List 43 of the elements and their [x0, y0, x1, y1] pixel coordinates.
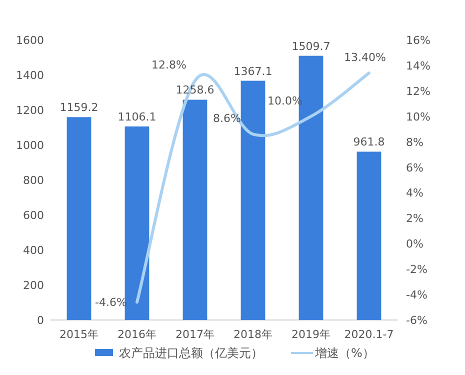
- x-tick-label: 2017年: [176, 328, 214, 341]
- data-label: 961.8: [353, 136, 385, 149]
- y-tick-label: 200: [23, 279, 44, 292]
- y2-tick-label: 2%: [406, 212, 424, 226]
- y-tick-label: 600: [23, 209, 44, 222]
- y2-tick-label: 10%: [406, 110, 430, 124]
- bar: [182, 100, 208, 320]
- y2-tick-label: 0%: [406, 238, 424, 251]
- y2-tick-label: 16%: [406, 34, 430, 47]
- y-tick-label: 1000: [16, 139, 44, 152]
- data-label: 1106.1: [118, 110, 156, 124]
- data-label: 1509.7: [292, 40, 330, 53]
- y-tick-label: 800: [23, 174, 44, 187]
- bar: [124, 126, 150, 320]
- data-label: 12.8%: [152, 58, 186, 72]
- bar: [66, 117, 92, 320]
- x-tick-label: 2020.1-7: [344, 328, 394, 341]
- data-label: 13.40%: [344, 51, 386, 64]
- y2-tick-label: 4%: [406, 186, 424, 200]
- y2-tick-label: 8%: [406, 136, 424, 149]
- y-tick-label: 1600: [16, 34, 44, 47]
- y-tick-label: 0: [37, 314, 44, 327]
- x-tick-label: 2015年: [60, 328, 98, 341]
- legend-label: 农产品进口总额（亿美元）: [119, 346, 263, 360]
- legend-label: 增速（%）: [314, 346, 374, 360]
- y2-tick-label: -2%: [406, 263, 428, 276]
- bar: [356, 152, 382, 320]
- y-tick-label: 1400: [16, 69, 44, 82]
- data-label: 8.6%: [213, 112, 241, 126]
- y2-tick-label: 12%: [406, 84, 430, 98]
- y2-tick-label: -6%: [406, 314, 428, 327]
- data-label: 1159.2: [60, 101, 98, 114]
- x-tick-label: 2018年: [234, 328, 272, 341]
- y-tick-label: 1200: [16, 104, 44, 117]
- y-tick-label: 400: [23, 244, 44, 257]
- bar: [240, 80, 266, 320]
- y2-tick-label: -4%: [406, 288, 428, 302]
- x-tick-label: 2019年: [292, 328, 330, 341]
- x-tick-label: 2016年: [118, 328, 156, 341]
- y2-tick-label: 6%: [406, 161, 424, 174]
- y2-tick-label: 14%: [406, 59, 430, 72]
- data-label: 1367.1: [234, 64, 272, 78]
- data-label: 1258.6: [176, 84, 214, 97]
